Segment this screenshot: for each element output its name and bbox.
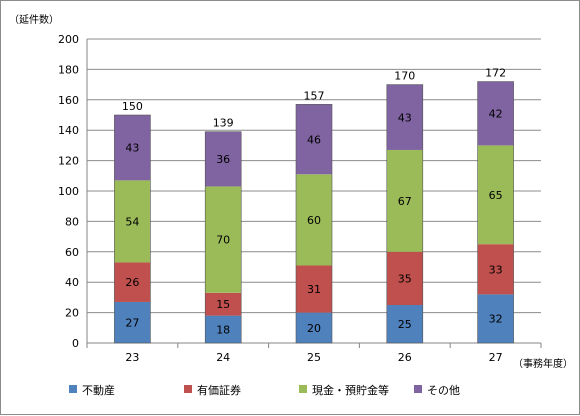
bar-segment: [205, 186, 242, 293]
segment-value-label: 46: [307, 133, 321, 146]
x-tick-label: 24: [216, 351, 230, 364]
y-tick-label: 140: [58, 124, 79, 137]
bar-segment: [114, 115, 151, 181]
segment-value-label: 31: [307, 283, 321, 296]
segment-value-label: 54: [125, 215, 139, 228]
total-value-label: 170: [394, 70, 415, 83]
bar-segment: [296, 265, 332, 313]
segment-value-label: 67: [398, 195, 412, 208]
total-value-label: 172: [485, 67, 506, 80]
y-tick-labels: 0 20 40 60 80 100 120 140 160 180 200: [58, 33, 79, 350]
segment-value-label: 36: [216, 153, 230, 166]
y-axis-label: （延件数）: [9, 13, 59, 26]
segment-value-label: 42: [489, 107, 503, 120]
x-tick-label: 25: [307, 351, 321, 364]
total-value-label: 157: [304, 89, 325, 102]
bar-segment: [205, 131, 242, 187]
bar-segment: [386, 149, 423, 252]
bar-stack: 32 33 65 42 172: [477, 67, 514, 344]
bar-segment: [114, 301, 151, 343]
bar-segment: [296, 312, 332, 343]
segment-value-label: 65: [489, 189, 503, 202]
legend-swatch: [414, 385, 422, 393]
legend-item: その他: [414, 384, 460, 397]
y-tick-label: 200: [58, 33, 79, 46]
bar-segment: [477, 294, 514, 343]
segment-value-label: 25: [398, 318, 412, 331]
legend: 不動産 有価証券 現金・預貯金等 その他: [69, 383, 460, 397]
legend-item: 現金・預貯金等: [299, 383, 389, 397]
bar-stack: 27 26 54 43 150: [114, 100, 151, 344]
x-tick-label: 23: [125, 351, 139, 364]
bar-segment: [477, 81, 514, 146]
segment-value-label: 33: [489, 263, 503, 276]
bar-segment: [386, 251, 423, 305]
bar-stack: 20 31 60 46 157: [295, 89, 333, 344]
segment-value-label: 26: [125, 276, 139, 289]
y-tick-label: 160: [58, 94, 79, 107]
bar-segment: [296, 104, 332, 175]
bar-segment: [114, 262, 151, 302]
y-tick-label: 20: [65, 307, 79, 320]
legend-swatch: [184, 385, 192, 393]
bar-outline: [477, 81, 514, 344]
x-tick-label: 27: [489, 351, 503, 364]
segment-value-label: 18: [216, 323, 230, 336]
segment-value-label: 43: [125, 142, 139, 155]
bar-segment: [477, 145, 514, 245]
bar-segment: [205, 292, 242, 316]
segment-value-label: 60: [307, 214, 321, 227]
segment-value-label: 32: [489, 313, 503, 326]
legend-label: その他: [427, 384, 460, 397]
bar-stack: 18 15 70 36 139: [204, 117, 242, 344]
total-value-label: 139: [213, 117, 234, 130]
bar-segment: [296, 174, 332, 266]
y-tick-label: 80: [65, 215, 79, 228]
legend-swatch: [69, 385, 77, 393]
segment-value-label: 15: [216, 298, 230, 311]
segment-value-label: 20: [307, 322, 321, 335]
y-tick-label: 60: [65, 246, 79, 259]
bar-segment: [205, 315, 242, 343]
bar-stack: 25 35 67 43 170: [386, 70, 424, 344]
segment-value-label: 43: [398, 111, 412, 124]
y-tick-label: 40: [65, 276, 79, 289]
x-tick-labels: 23 24 25 26 27: [125, 351, 502, 364]
legend-label: 現金・預貯金等: [312, 383, 389, 397]
segment-value-label: 70: [216, 234, 230, 247]
segment-value-label: 35: [398, 272, 412, 285]
y-tick-label: 100: [58, 185, 79, 198]
y-tick-label: 180: [58, 63, 79, 76]
legend-label: 有価証券: [197, 383, 241, 397]
legend-label: 不動産: [82, 383, 115, 397]
bar-outline: [114, 114, 151, 344]
bar-segment: [114, 180, 151, 263]
bar-segment: [477, 244, 514, 295]
y-tick-label: 120: [58, 155, 79, 168]
bar-segment: [386, 84, 423, 150]
legend-item: 有価証券: [184, 383, 241, 397]
bar-outline: [386, 84, 424, 344]
bar-outline: [204, 131, 242, 344]
legend-swatch: [299, 385, 307, 393]
bars: 27 26 54 43 150 18 15 70 36 139 20 31 60 46 157 25 35 67 4…: [114, 67, 514, 344]
total-value-label: 150: [122, 100, 143, 113]
y-tick-label: 0: [72, 337, 79, 350]
segment-value-label: 27: [125, 316, 139, 329]
legend-item: 不動産: [69, 383, 115, 397]
x-tick-label: 26: [398, 351, 412, 364]
x-axis-label: （事務年度）: [513, 357, 573, 370]
bar-outline: [295, 104, 333, 344]
bar-segment: [386, 305, 423, 343]
